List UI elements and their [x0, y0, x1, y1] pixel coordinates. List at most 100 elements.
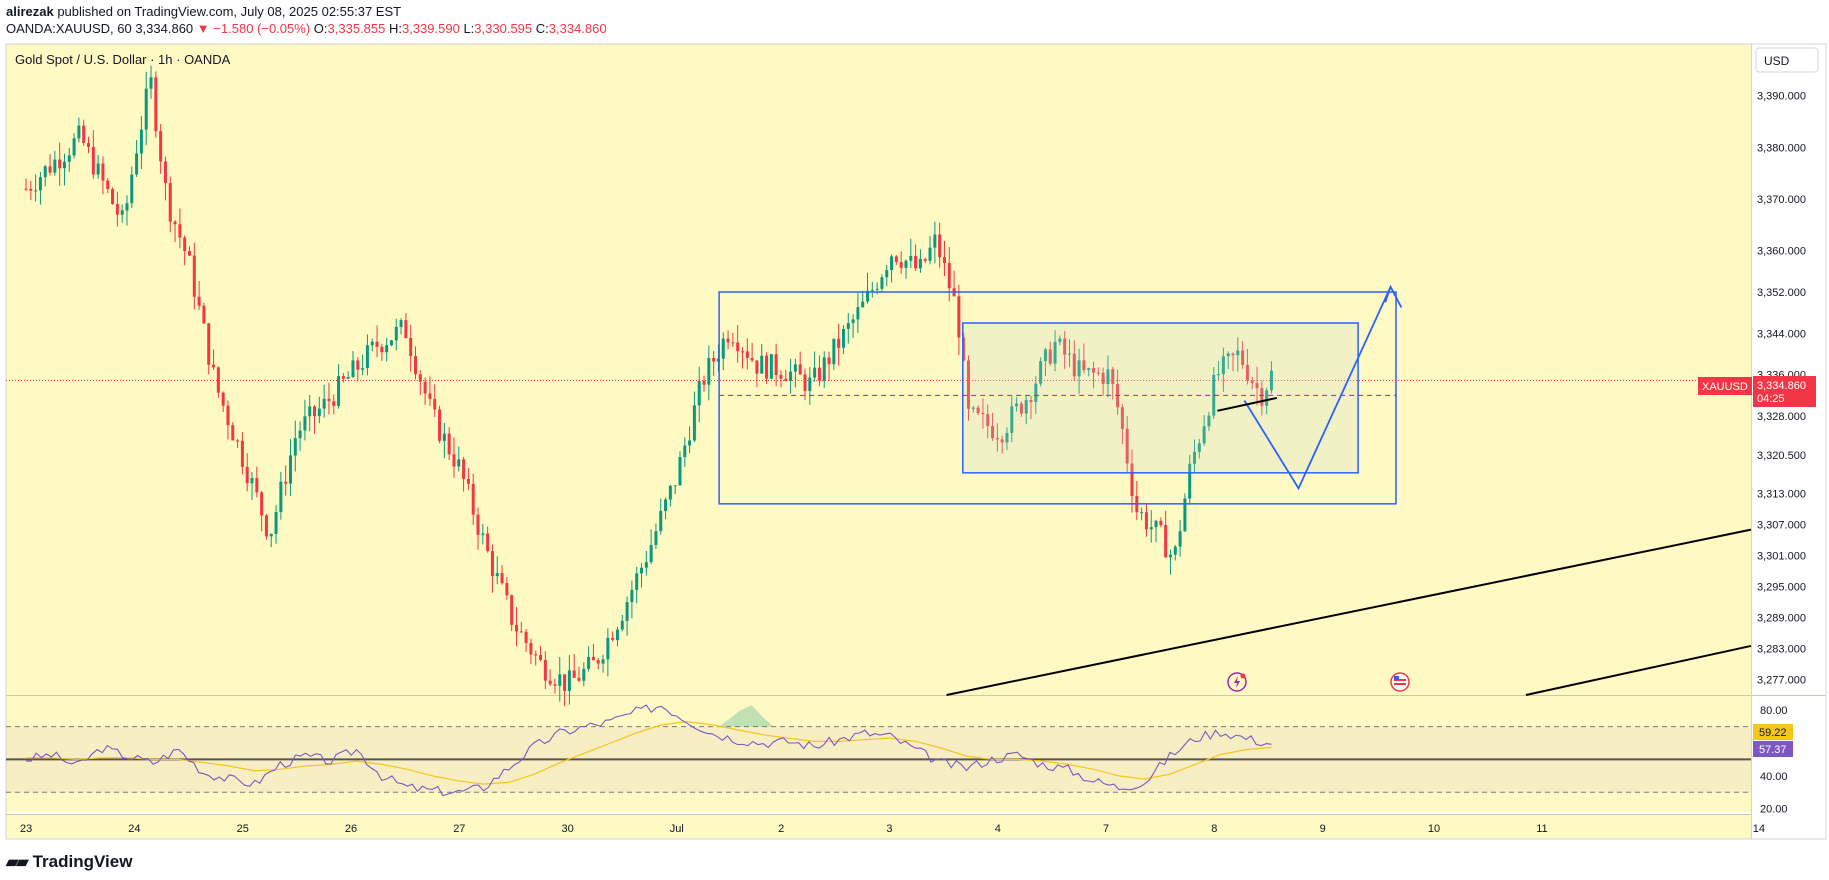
candle-body: [909, 255, 913, 261]
ohlc-legend: OANDA:XAUUSD, 60 3,334.860 ▼ −1.580 (−0.…: [6, 21, 607, 36]
candle-body: [1217, 374, 1221, 376]
price-tick-label: 3,360.000: [1757, 246, 1806, 258]
candle-body: [789, 371, 793, 381]
candle-body: [514, 624, 518, 632]
candle-body: [1039, 361, 1043, 384]
candle-body: [457, 459, 461, 467]
candle-body: [125, 203, 129, 211]
candle-body: [1221, 356, 1225, 375]
range-box-outer: [718, 291, 1397, 505]
us-flag-canton: [1394, 676, 1399, 680]
candle-body: [313, 406, 317, 417]
candle-body: [144, 88, 148, 130]
candle-body: [462, 459, 466, 479]
time-tick-label: 11: [1536, 823, 1547, 835]
candle-body: [288, 455, 292, 484]
time-tick-label: 25: [237, 823, 249, 835]
candle-body: [755, 360, 759, 374]
tradingview-logo[interactable]: ▰▰ TradingView: [6, 852, 132, 872]
candle-body: [899, 262, 903, 268]
rsi-tick-label: 40.00: [1760, 771, 1788, 783]
candle-body: [53, 159, 57, 173]
rsi-ma-tag-value: 59.22: [1759, 727, 1787, 739]
candle-body: [1212, 374, 1216, 416]
candle-body: [96, 163, 100, 175]
candle-body: [1255, 383, 1259, 389]
candle-body: [361, 368, 365, 370]
candle-body: [707, 357, 711, 385]
candle-body: [447, 433, 451, 455]
candle-body: [159, 131, 163, 162]
candle-body: [414, 356, 418, 375]
time-axis[interactable]: 23 24 25 26 27 30 Jul 2 3 4 7 8 9 10 11 14: [20, 823, 1765, 835]
price-tick-label: 3,380.000: [1757, 142, 1806, 154]
candle-body: [813, 367, 817, 378]
candle-body: [875, 288, 879, 290]
candle-body: [596, 660, 600, 664]
price-axis[interactable]: 3,390.000 3,380.000 3,370.000 3,360.000 3,35…: [1757, 91, 1806, 687]
candle-body: [1144, 512, 1148, 530]
candle-body: [322, 398, 326, 409]
candle-body: [77, 125, 81, 139]
candle-body: [1154, 520, 1158, 528]
candle-body: [1058, 338, 1062, 342]
candle-body: [577, 677, 581, 681]
symbol-tag-label: XAUUSD: [1702, 381, 1748, 393]
candle-body: [433, 398, 437, 410]
candle-body: [221, 392, 225, 406]
candle-body: [851, 319, 855, 324]
candle-body: [240, 440, 244, 467]
currency-button[interactable]: USD: [1755, 47, 1819, 73]
candle-body: [24, 188, 28, 190]
candle-body: [1140, 512, 1144, 514]
candle-body: [255, 478, 259, 493]
candle-body: [346, 377, 350, 379]
candle-body: [279, 481, 283, 513]
price-tick-label: 3,390.000: [1757, 91, 1806, 103]
candle-body: [1096, 372, 1100, 374]
candle-body: [317, 408, 321, 417]
candle-body: [466, 478, 470, 484]
candle-body: [534, 654, 538, 656]
candle-body: [1092, 368, 1096, 373]
price-tag-box: [1753, 376, 1816, 407]
candle-body: [101, 163, 105, 181]
candle-body: [697, 381, 701, 406]
candle-body: [250, 478, 254, 484]
range-box-inner: [962, 322, 1359, 474]
author-name[interactable]: alirezak: [6, 4, 54, 19]
candle-body: [572, 670, 576, 678]
us-flag-icon-circle: [1390, 672, 1410, 692]
publish-text: published on TradingView.com, July 08, 2…: [57, 4, 402, 19]
candle-body: [365, 345, 369, 369]
candle-body: [798, 364, 802, 375]
candle-body: [967, 360, 971, 409]
candle-body: [803, 374, 807, 392]
price-tick-label: 3,283.000: [1757, 644, 1806, 656]
us-flag-icon[interactable]: [1390, 672, 1410, 692]
candle-body: [971, 407, 975, 409]
candle-body: [640, 567, 644, 574]
candle-body: [1053, 341, 1057, 364]
candle-body: [505, 583, 509, 596]
price-tick-label: 3,277.000: [1757, 675, 1806, 687]
candle-body: [668, 485, 672, 500]
candle-body: [351, 360, 355, 378]
price-tick-label: 3,320.500: [1757, 450, 1806, 462]
candle-body: [1173, 546, 1177, 555]
candle-body: [870, 289, 874, 291]
candle-body: [548, 680, 552, 685]
candle-body: [1043, 349, 1047, 362]
candle-body: [341, 376, 345, 379]
events-icon[interactable]: [1227, 672, 1247, 692]
time-tick-label: 10: [1428, 823, 1440, 835]
rsi-axis[interactable]: 80.00 40.00 20.00: [1760, 705, 1788, 816]
candle-body: [567, 670, 571, 692]
candle-body: [1236, 350, 1240, 356]
candle-body: [1164, 525, 1168, 558]
candle-body: [207, 323, 211, 365]
trendline-upper: [946, 528, 1752, 696]
low-label: L:: [463, 21, 475, 36]
candle-body: [43, 166, 47, 178]
